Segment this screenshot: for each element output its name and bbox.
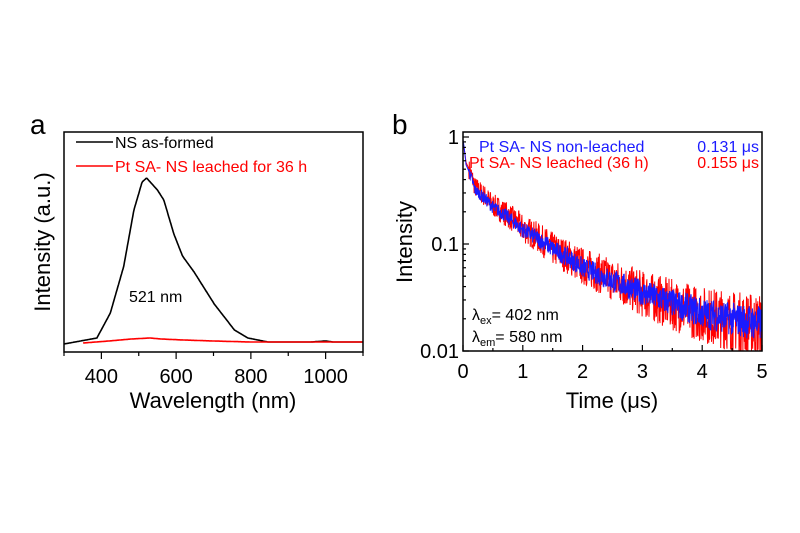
lifetime-non-leached: 0.131 μs [697,139,759,156]
lifetime-leached: 0.155 μs [697,155,759,172]
plot-area-a [63,177,363,345]
x-tick-label: 1 [517,361,528,383]
y-tick-label: 1 [448,127,459,149]
series-line-0 [63,177,363,345]
emission-annotation: λem= 580 nm [472,329,562,349]
legend-label-non-leached: Pt SA- NS non-leached [479,139,644,156]
x-axis-label-a: Wavelength (nm) [130,388,297,413]
y-axis-label-a: Intensity (a.u.) [30,172,55,311]
peak-annotation: 521 nm [129,289,182,306]
legend-label-ns-as-formed: NS as-formed [115,135,214,152]
panel-b: b 0 1 2 3 4 5 1 0.1 0.01 Time (μs) Intensity Pt … [392,109,768,413]
y-axis-label-b: Intensity [392,201,417,283]
x-tick-label: 800 [234,366,267,388]
x-tick-label: 600 [159,366,192,388]
x-tick-label: 3 [637,361,648,383]
legend-label-leached-36h: Pt SA- NS leached (36 h) [469,155,649,172]
x-tick-label: 4 [697,361,708,383]
plot-area-b [462,139,763,352]
x-axis-label-b: Time (μs) [566,388,659,413]
y-tick-label: 0.1 [431,234,459,256]
x-tick-label: 2 [577,361,588,383]
x-tick-label: 0 [457,361,468,383]
series-line-1 [462,139,763,339]
panel-label-a: a [30,109,46,140]
series-line-0 [462,141,763,352]
x-ticks-a: 400 600 800 1000 [63,352,364,388]
ticks-b: 0 1 2 3 4 5 1 0.1 0.01 [420,127,768,383]
excitation-annotation: λex= 402 nm [472,307,559,327]
x-tick-label: 5 [756,361,767,383]
panel-label-b: b [392,109,408,140]
legend-label-leached: Pt SA- NS leached for 36 h [115,159,307,176]
series-line-1 [82,337,363,344]
panel-a: a 400 600 800 1000 Wavelength (nm) Intensit… [30,109,364,413]
x-tick-label: 400 [85,366,118,388]
y-tick-label: 0.01 [420,341,459,363]
x-tick-label: 1000 [303,366,348,388]
